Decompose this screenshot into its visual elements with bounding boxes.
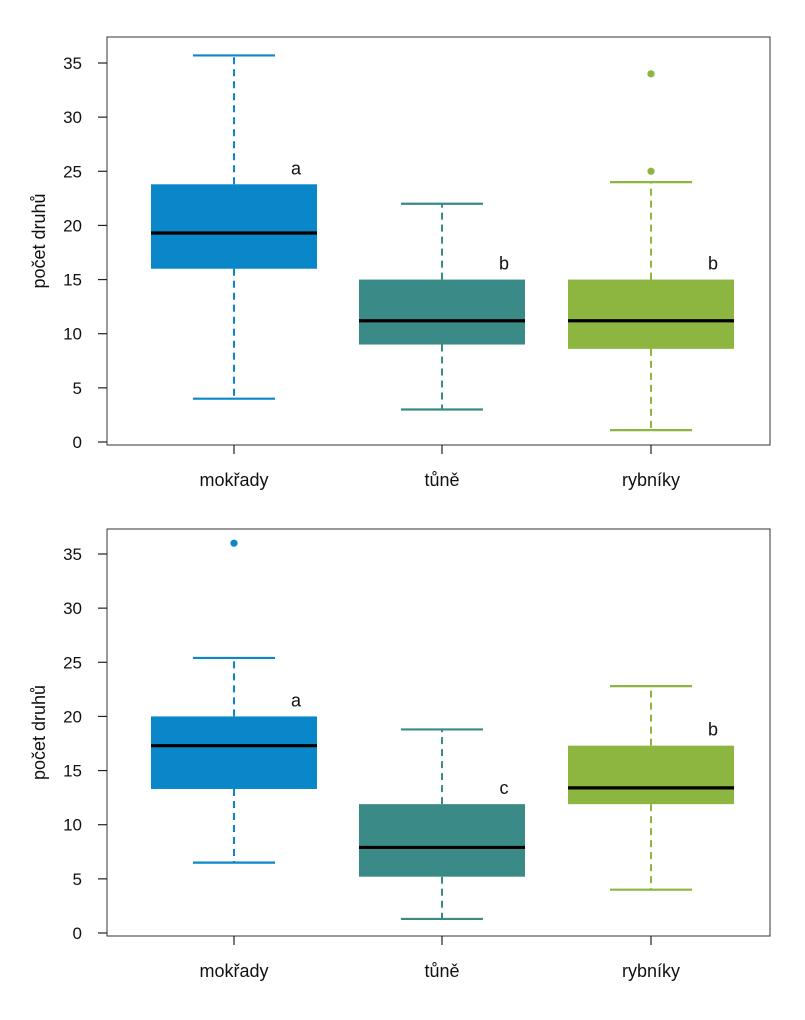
x-category-label: tůně [424, 470, 459, 490]
y-tick-label: 30 [63, 599, 82, 618]
x-category-label: mokřady [199, 961, 268, 981]
outlier-point [230, 539, 238, 547]
y-tick-label: 15 [63, 271, 82, 290]
y-tick-label: 5 [73, 870, 82, 889]
y-tick-label: 30 [63, 108, 82, 127]
significance-letter: a [291, 158, 302, 178]
y-tick-label: 35 [63, 545, 82, 564]
y-tick-label: 35 [63, 54, 82, 73]
y-axis-label: počet druhů [29, 685, 49, 780]
y-tick-label: 20 [63, 216, 82, 235]
box-tůně [359, 804, 525, 877]
x-category-label: mokřady [199, 470, 268, 490]
significance-letter: b [499, 254, 509, 274]
y-tick-label: 20 [63, 707, 82, 726]
x-category-label: rybníky [622, 470, 680, 490]
box-rybníky [568, 279, 734, 349]
box-mokřady [151, 716, 317, 789]
y-tick-label: 10 [63, 325, 82, 344]
box-rybníky [568, 745, 734, 805]
x-category-label: tůně [424, 961, 459, 981]
boxplot-panel-bottom: 0 5 10 15 20 25 30 35 počet druhů mokřady tůně rybn… [29, 528, 771, 981]
y-axis-label: počet druhů [29, 193, 49, 288]
y-tick-label: 10 [63, 816, 82, 835]
y-tick-label: 0 [73, 433, 82, 452]
boxplot-panel-top: 0 5 10 15 20 25 30 35 počet druhů mokřady tůně rybn… [29, 36, 771, 490]
y-tick-label: 25 [63, 162, 82, 181]
significance-letter: b [708, 254, 718, 274]
outlier-point [647, 70, 655, 78]
significance-letter: c [500, 778, 509, 798]
plot-frame [106, 528, 771, 937]
box-tůně [359, 279, 525, 345]
box-mokřady [151, 184, 317, 269]
outlier-point [647, 167, 655, 175]
significance-letter: a [291, 690, 302, 710]
y-tick-label: 5 [73, 379, 82, 398]
x-category-label: rybníky [622, 961, 680, 981]
y-tick-label: 0 [73, 924, 82, 943]
y-tick-label: 15 [63, 762, 82, 781]
plot-frame [106, 36, 771, 446]
y-tick-label: 25 [63, 653, 82, 672]
significance-letter: b [708, 720, 718, 740]
